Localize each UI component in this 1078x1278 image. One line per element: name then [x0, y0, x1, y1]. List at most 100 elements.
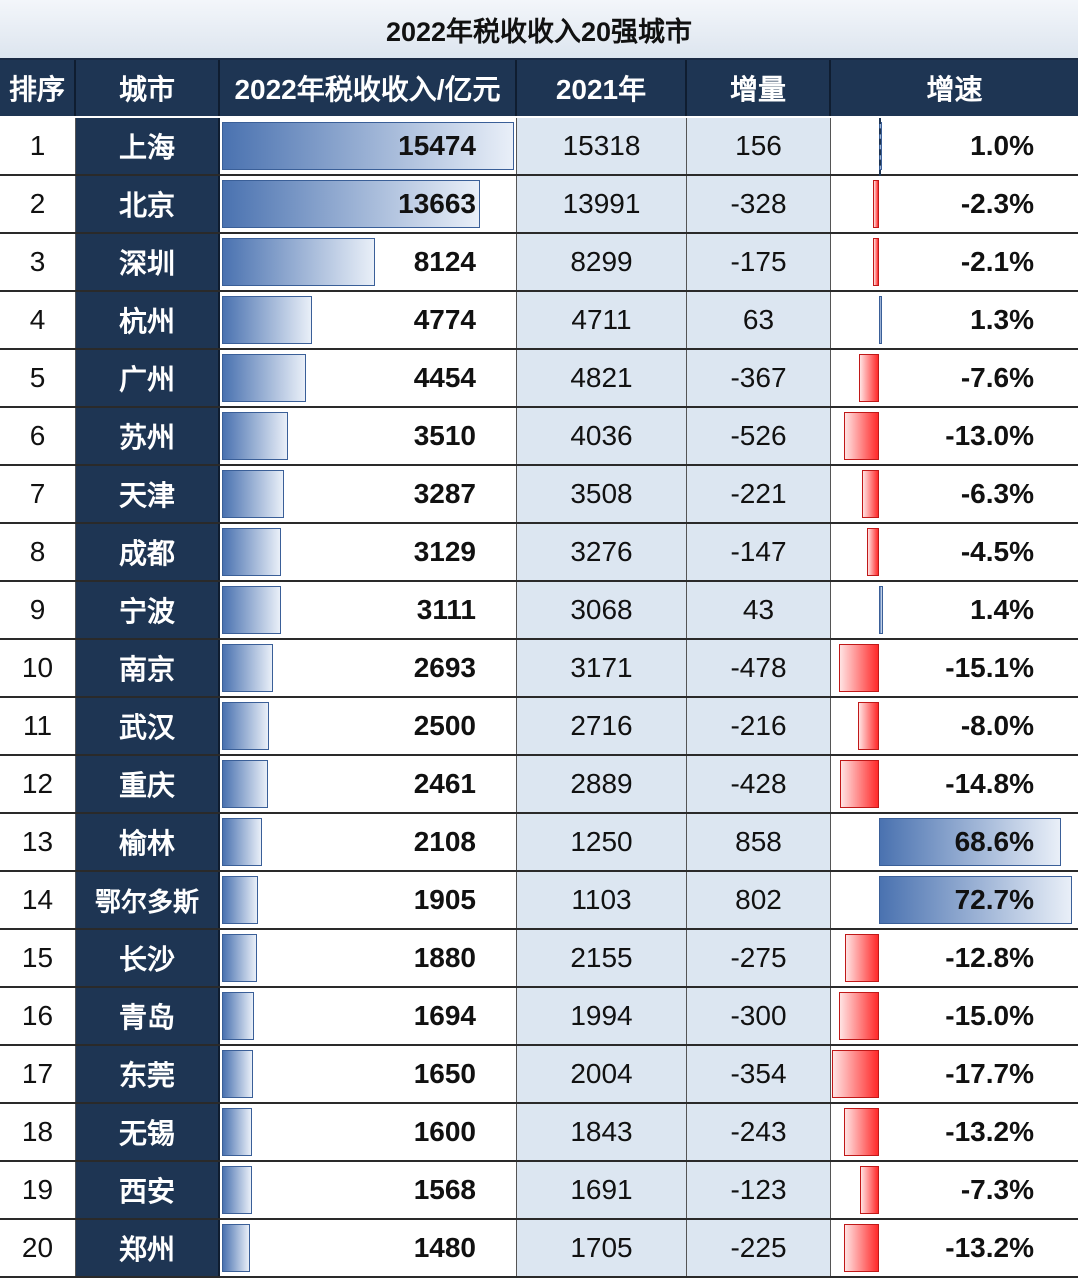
growth-cell-text: -2.3%	[960, 188, 1034, 219]
tax-2022-bar	[222, 412, 289, 460]
tax-2022-cell: 1880	[220, 930, 517, 986]
tax-2022-cell-text: 2108	[413, 826, 476, 857]
growth-bar-negative	[839, 992, 879, 1040]
tax-2021-cell-text: 1705	[570, 1232, 633, 1263]
table-row: 11 武汉 2500 2716 -216 -8.0%	[0, 698, 1078, 756]
tax-2022-cell-text: 2461	[413, 768, 476, 799]
tax-2022-bar	[222, 1050, 254, 1098]
city-cell-text: 武汉	[118, 712, 175, 743]
increase-cell: -221	[687, 466, 831, 522]
increase-cell: 858	[687, 814, 831, 870]
city-cell-text: 鄂尔多斯	[94, 886, 199, 917]
tax-2021-cell-text: 4711	[571, 304, 632, 335]
tax-2021-cell: 2155	[517, 930, 687, 986]
growth-cell-text: -15.0%	[945, 1000, 1034, 1031]
table-row: 3 深圳 8124 8299 -175 -2.1%	[0, 234, 1078, 292]
rank-cell-text: 2	[29, 188, 46, 219]
tax-2022-cell-text: 2693	[413, 652, 476, 683]
rank-cell-text: 8	[29, 536, 46, 567]
tax-2022-cell: 1480	[220, 1220, 517, 1276]
increase-cell: -300	[687, 988, 831, 1044]
tax-2022-cell: 1905	[220, 872, 517, 928]
tax-2022-bar	[222, 122, 514, 170]
table-row: 20 郑州 1480 1705 -225 -13.2%	[0, 1220, 1078, 1278]
tax-2022-bar	[222, 1166, 252, 1214]
tax-2021-cell-text: 3276	[570, 536, 633, 567]
table-row: 9 宁波 3111 3068 43 1.4%	[0, 582, 1078, 640]
tax-2022-cell-text: 1650	[413, 1058, 476, 1089]
table-row: 13 榆林 2108 1250 858 68.6%	[0, 814, 1078, 872]
city-cell-text: 南京	[118, 654, 175, 685]
growth-cell-text: -13.0%	[945, 420, 1034, 451]
rank-cell: 14	[0, 872, 76, 928]
increase-cell: -216	[687, 698, 831, 754]
header-increase: 增量	[687, 60, 831, 116]
rank-cell: 10	[0, 640, 76, 696]
city-cell-text: 杭州	[118, 306, 175, 337]
rank-cell-text: 1	[29, 130, 46, 161]
increase-cell: 156	[687, 118, 831, 174]
tax-2022-cell: 1650	[220, 1046, 517, 1102]
increase-cell-text: -147	[730, 536, 787, 567]
growth-cell: 1.4%	[831, 582, 1078, 638]
tax-2021-cell: 4711	[517, 292, 687, 348]
rank-cell-text: 16	[21, 1000, 54, 1031]
tax-2022-cell-text: 1905	[413, 884, 476, 915]
tax-2021-cell: 2004	[517, 1046, 687, 1102]
table-row: 19 西安 1568 1691 -123 -7.3%	[0, 1162, 1078, 1220]
increase-cell-text: -243	[730, 1116, 787, 1147]
increase-cell-text: -526	[730, 420, 787, 451]
rank-cell-text: 17	[21, 1058, 54, 1089]
growth-cell-text: 1.0%	[970, 130, 1034, 161]
growth-bar-negative	[839, 760, 879, 808]
city-cell: 苏州	[76, 408, 220, 464]
tax-2022-cell-text: 1880	[413, 942, 476, 973]
header-tax-2022: 2022年税收收入/亿元	[220, 60, 517, 116]
increase-cell: -328	[687, 176, 831, 232]
tax-2021-cell-text: 2889	[570, 768, 633, 799]
increase-cell: 43	[687, 582, 831, 638]
city-cell: 无锡	[76, 1104, 220, 1160]
city-cell: 西安	[76, 1162, 220, 1218]
tax-2022-cell-text: 8124	[413, 246, 476, 277]
increase-cell-text: -428	[730, 768, 787, 799]
rank-cell: 17	[0, 1046, 76, 1102]
rank-cell-text: 7	[29, 478, 46, 509]
rank-cell: 13	[0, 814, 76, 870]
growth-bar-negative	[832, 1050, 879, 1098]
tax-2022-bar	[222, 586, 281, 634]
growth-bar-positive	[879, 296, 883, 344]
city-cell-text: 深圳	[118, 248, 175, 279]
rank-cell: 20	[0, 1220, 76, 1276]
rank-cell: 19	[0, 1162, 76, 1218]
rank-cell: 9	[0, 582, 76, 638]
increase-cell-text: 858	[735, 826, 782, 857]
tax-2022-bar	[222, 876, 258, 924]
tax-2021-cell: 15318	[517, 118, 687, 174]
growth-bar-negative	[859, 1166, 879, 1214]
table-row: 2 北京 13663 13991 -328 -2.3%	[0, 176, 1078, 234]
growth-zero-axis	[879, 118, 881, 176]
tax-2021-cell: 2889	[517, 756, 687, 812]
tax-2022-cell-text: 1480	[413, 1232, 476, 1263]
tax-2021-cell-text: 15318	[562, 130, 641, 161]
city-cell: 天津	[76, 466, 220, 522]
increase-cell: -123	[687, 1162, 831, 1218]
increase-cell-text: -175	[730, 246, 787, 277]
table-row: 5 广州 4454 4821 -367 -7.6%	[0, 350, 1078, 408]
city-cell: 长沙	[76, 930, 220, 986]
rank-cell: 3	[0, 234, 76, 290]
tax-2022-cell: 2500	[220, 698, 517, 754]
increase-cell: 802	[687, 872, 831, 928]
tax-2022-bar	[222, 644, 273, 692]
tax-2021-cell: 2716	[517, 698, 687, 754]
city-cell-text: 上海	[118, 132, 175, 163]
tax-2022-cell-text: 13663	[398, 188, 476, 219]
growth-cell-text: -7.3%	[960, 1174, 1034, 1205]
table-row: 8 成都 3129 3276 -147 -4.5%	[0, 524, 1078, 582]
growth-bar-negative	[844, 412, 879, 460]
city-cell-text: 苏州	[118, 422, 175, 453]
tax-2022-bar	[222, 528, 282, 576]
growth-cell: -2.3%	[831, 176, 1078, 232]
rank-cell-text: 5	[29, 362, 46, 393]
